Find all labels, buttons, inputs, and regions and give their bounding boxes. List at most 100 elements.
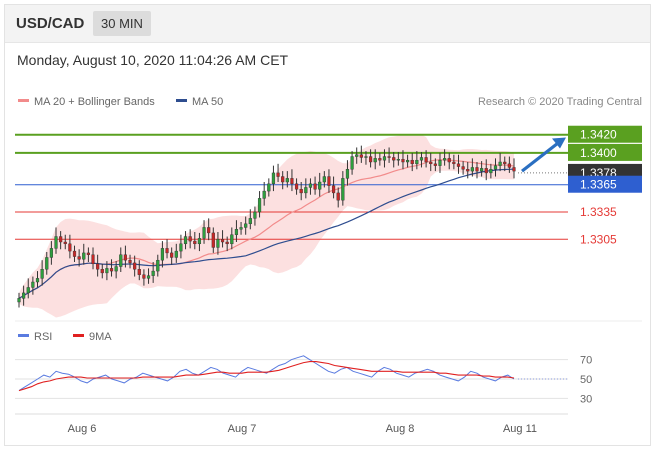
candle-body <box>387 156 391 158</box>
candle-body <box>466 169 470 172</box>
candle-body <box>170 252 174 258</box>
candle-body <box>378 158 382 161</box>
rsi-tick-0: 70 <box>580 355 592 367</box>
candle-body <box>299 189 303 194</box>
candle-body <box>410 159 414 165</box>
candle-body <box>276 172 280 177</box>
candle-body <box>336 192 340 201</box>
candle-body <box>216 239 220 248</box>
x-tick-label-2: Aug 8 <box>386 423 415 435</box>
candle-body <box>40 269 44 279</box>
level-label-0: 1.3420 <box>580 128 617 142</box>
x-tick-label-0: Aug 6 <box>68 423 97 435</box>
candle-body <box>86 252 90 255</box>
candle-body <box>489 169 493 174</box>
candle-body <box>364 156 368 158</box>
rsi-legend-label-1: 9MA <box>89 331 112 343</box>
candle-body <box>498 161 502 166</box>
candle-body <box>424 157 428 163</box>
candle-body <box>234 229 239 235</box>
candle-body <box>68 243 72 252</box>
level-label-4: 1.3335 <box>580 205 617 219</box>
candle-body <box>281 176 285 183</box>
candle-body <box>63 241 67 245</box>
candle-body <box>294 183 299 190</box>
candle-body <box>484 168 488 174</box>
candle-body <box>327 176 331 186</box>
candle-body <box>304 187 308 194</box>
candle-body <box>165 248 169 254</box>
candle-body <box>35 278 40 283</box>
candle-body <box>244 223 248 228</box>
candle-body <box>239 227 243 230</box>
candle-body <box>368 156 373 163</box>
candle-body <box>401 159 405 163</box>
candle-body <box>503 161 507 165</box>
candle-body <box>373 158 377 163</box>
candle-body <box>392 157 396 161</box>
candle-body <box>26 287 30 294</box>
candle-body <box>22 292 26 299</box>
candle-body <box>193 240 197 245</box>
candle-body <box>114 266 118 272</box>
rsi-tick-2: 30 <box>580 393 592 405</box>
level-tag-0 <box>568 125 642 143</box>
candle-body <box>248 218 252 225</box>
candle-body <box>313 183 317 190</box>
candle-body <box>54 236 58 249</box>
timeframe-button[interactable]: 30 MIN <box>93 11 151 36</box>
candle-body <box>290 178 294 185</box>
candle-body <box>128 259 132 264</box>
candle-body <box>438 159 442 166</box>
rsi-legend-swatch-1 <box>73 334 84 337</box>
rsi-line <box>18 355 515 392</box>
candle-body <box>355 154 359 157</box>
candle-body <box>202 227 206 239</box>
candle-body <box>429 161 433 165</box>
candle-body <box>179 243 183 252</box>
candle-body <box>475 167 479 172</box>
candle-body <box>415 159 419 165</box>
candle-body <box>452 161 456 165</box>
symbol-label: USD/CAD <box>16 15 85 32</box>
rsi-legend-swatch-0 <box>18 334 29 337</box>
candle-body <box>331 185 336 194</box>
level-label-1: 1.3400 <box>580 146 617 160</box>
candle-body <box>262 190 266 199</box>
candle-body <box>382 156 387 161</box>
candle-body <box>109 268 114 272</box>
candle-body <box>257 198 262 213</box>
candle-body <box>359 154 363 158</box>
candle-body <box>507 163 511 168</box>
candle-body <box>419 157 424 161</box>
candle-body <box>59 236 63 243</box>
candle-body <box>207 227 211 234</box>
candle-body <box>142 274 146 279</box>
candle-body <box>123 254 127 261</box>
candle-body <box>183 236 188 245</box>
candle-body <box>285 178 289 183</box>
candle-body <box>345 169 350 179</box>
candle-body <box>105 268 109 274</box>
candle-body <box>96 263 100 270</box>
candle-body <box>146 275 151 279</box>
candle-body <box>72 250 77 257</box>
level-tag-1 <box>568 143 642 161</box>
copyright-text: Research © 2020 Trading Central <box>478 96 642 108</box>
candle-body <box>49 248 53 258</box>
candle-body <box>456 163 461 167</box>
candle-body <box>253 211 257 219</box>
candle-body <box>100 269 104 274</box>
candle-body <box>447 158 451 163</box>
header-bar: USD/CAD 30 MIN <box>5 5 650 43</box>
candle-body <box>308 183 313 188</box>
candle-body <box>156 259 160 272</box>
ma50-line <box>18 168 515 299</box>
candle-body <box>17 298 21 303</box>
candle-body <box>151 270 155 276</box>
forecast-arrow-head <box>552 137 566 149</box>
candle-body <box>230 234 234 245</box>
candle-body <box>322 176 326 183</box>
legend-swatch-1 <box>176 99 187 102</box>
